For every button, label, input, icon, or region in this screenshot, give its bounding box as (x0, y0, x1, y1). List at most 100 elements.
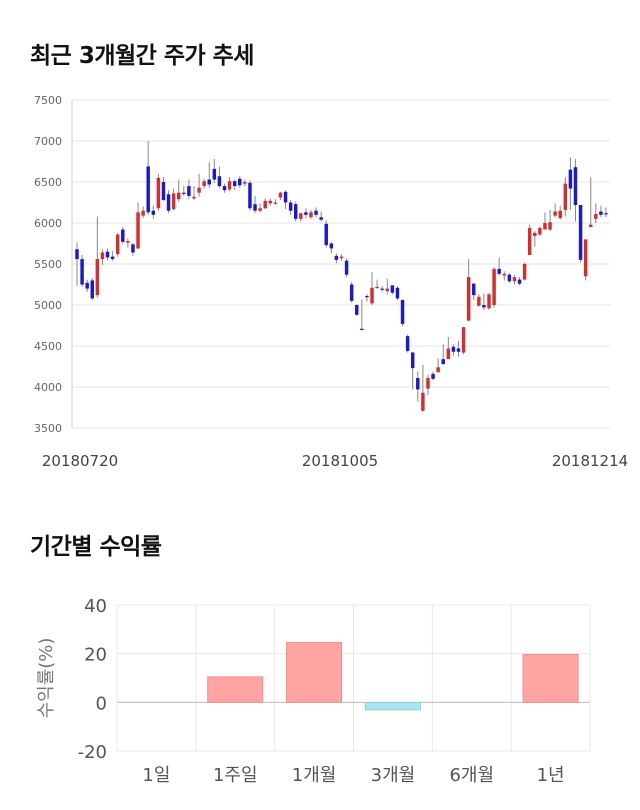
candle-body (319, 217, 323, 220)
candle-body (355, 305, 359, 315)
candle-body (385, 288, 390, 292)
candle-body (238, 178, 242, 186)
candle (227, 177, 232, 192)
candle (100, 249, 105, 265)
candle (589, 177, 593, 228)
candle (461, 327, 466, 355)
candle-body (177, 192, 181, 200)
candle-body (487, 294, 491, 309)
candle (548, 209, 552, 232)
candle-body (578, 204, 583, 260)
candle-body (594, 213, 598, 219)
x-tick-label: 1일 (142, 765, 170, 786)
candle (309, 209, 313, 219)
candle (126, 238, 130, 248)
candle-body (263, 200, 267, 209)
y-tick-label: 5000 (34, 299, 62, 312)
candle (121, 227, 125, 245)
candle (436, 358, 440, 373)
candle (365, 294, 369, 302)
candle (502, 271, 506, 281)
candle (553, 203, 557, 218)
y-tick-label: 6500 (34, 176, 62, 189)
candle (421, 364, 425, 412)
candle (360, 299, 364, 331)
candle-body (360, 328, 364, 330)
candle (293, 201, 298, 222)
candle (375, 279, 379, 289)
candle (507, 273, 512, 283)
candle (492, 267, 496, 308)
candle-body (121, 229, 125, 242)
candle (329, 241, 334, 254)
candle (80, 254, 84, 287)
candle-body (395, 287, 400, 299)
candle-body (344, 260, 349, 275)
x-tick-label: 1주일 (213, 765, 258, 786)
candle-body (288, 202, 293, 211)
candle-body (563, 183, 568, 210)
candle-body (553, 211, 557, 216)
candle-body (131, 244, 135, 253)
candle (334, 253, 339, 264)
candle (416, 371, 420, 402)
candle-body (146, 166, 150, 213)
candle (405, 334, 410, 353)
candle (304, 208, 308, 219)
candle-body (339, 256, 344, 259)
candle-body (400, 300, 405, 324)
candle-body (273, 202, 278, 204)
candle (273, 199, 278, 205)
y-tick-label: 7000 (34, 135, 62, 148)
candle-body (100, 252, 105, 260)
candle (599, 205, 603, 218)
candle (278, 191, 283, 201)
candle (456, 341, 461, 357)
candle-body (232, 181, 237, 187)
x-tick-label: 20181005 (302, 452, 378, 470)
candle (299, 213, 303, 222)
candle-body (329, 243, 334, 249)
candle (324, 220, 328, 248)
candle-body (90, 280, 94, 299)
candle-body (227, 181, 232, 190)
candle-body (365, 295, 369, 298)
price-trend-title: 최근 3개월간 주가 추세 (30, 43, 254, 69)
candle (258, 203, 262, 213)
candle-body (441, 359, 445, 365)
candle-body (141, 210, 145, 216)
candle (568, 157, 573, 210)
candle (466, 259, 471, 322)
candle (527, 224, 532, 255)
candle (446, 336, 451, 360)
y-tick-label: 4500 (34, 340, 62, 353)
candle-body (349, 284, 354, 301)
candle-body (466, 277, 471, 321)
candle (177, 179, 181, 202)
candle (487, 292, 491, 310)
candle-body (421, 392, 425, 411)
candle-body (461, 327, 466, 353)
candle-body (207, 179, 211, 185)
candle-body (85, 282, 89, 289)
candle-body (456, 348, 461, 352)
candle (558, 205, 562, 220)
candle-body (370, 287, 374, 304)
candle (146, 141, 150, 215)
candle-body (95, 259, 100, 296)
candle (477, 294, 481, 307)
return-bar (286, 642, 343, 703)
period-returns-bar-chart: 40 20 0 -20 수익률(%) 1일 1주일 1개월 3개월 6개월 1년 (36, 596, 591, 786)
y-tick-label: 3500 (34, 422, 62, 435)
candle (131, 242, 135, 256)
candle-body (171, 193, 176, 210)
candle-body (477, 296, 481, 306)
candle (156, 173, 161, 211)
candle-body (166, 194, 171, 211)
candle-body (304, 212, 308, 215)
candle (238, 176, 242, 188)
candle (395, 286, 400, 301)
candle (283, 190, 288, 210)
candle (517, 277, 522, 286)
candle (243, 179, 247, 187)
